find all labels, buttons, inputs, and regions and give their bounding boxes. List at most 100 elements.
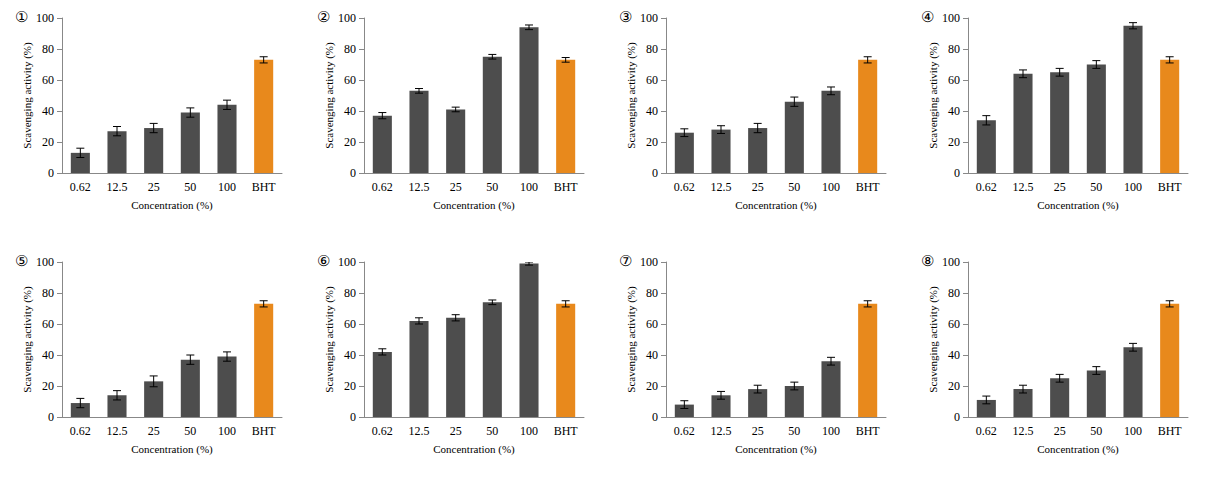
svg-text:60: 60 [646, 73, 658, 87]
svg-text:40: 40 [646, 104, 658, 118]
svg-text:0.62: 0.62 [976, 424, 997, 438]
svg-text:Scavenging activity (%): Scavenging activity (%) [21, 42, 34, 149]
svg-text:60: 60 [344, 73, 356, 87]
svg-text:50: 50 [486, 180, 498, 194]
svg-text:Scavenging activity (%): Scavenging activity (%) [21, 286, 34, 393]
svg-text:50: 50 [184, 424, 196, 438]
svg-text:50: 50 [1090, 424, 1102, 438]
svg-text:0.62: 0.62 [976, 180, 997, 194]
svg-text:20: 20 [948, 379, 960, 393]
svg-text:Concentration (%): Concentration (%) [735, 443, 817, 456]
svg-text:60: 60 [344, 317, 356, 331]
svg-text:50: 50 [788, 424, 800, 438]
svg-text:40: 40 [344, 348, 356, 362]
svg-text:20: 20 [646, 135, 658, 149]
svg-text:60: 60 [42, 317, 54, 331]
svg-text:20: 20 [42, 135, 54, 149]
svg-text:⑦: ⑦ [619, 253, 632, 269]
svg-text:0: 0 [652, 410, 658, 424]
svg-text:50: 50 [486, 424, 498, 438]
svg-text:25: 25 [752, 424, 764, 438]
svg-text:12.5: 12.5 [409, 180, 430, 194]
svg-text:100: 100 [942, 255, 960, 269]
svg-text:12.5: 12.5 [107, 424, 128, 438]
svg-text:80: 80 [42, 42, 54, 56]
svg-text:Concentration (%): Concentration (%) [433, 443, 515, 456]
svg-text:BHT: BHT [252, 180, 277, 194]
svg-text:100: 100 [338, 11, 356, 25]
svg-text:100: 100 [822, 180, 840, 194]
svg-text:BHT: BHT [554, 424, 579, 438]
svg-text:80: 80 [646, 42, 658, 56]
svg-text:Concentration (%): Concentration (%) [1037, 443, 1119, 456]
svg-text:20: 20 [42, 379, 54, 393]
svg-text:0: 0 [652, 166, 658, 180]
svg-text:0.62: 0.62 [674, 180, 695, 194]
svg-text:50: 50 [1090, 180, 1102, 194]
svg-text:Scavenging activity (%): Scavenging activity (%) [323, 286, 336, 393]
svg-text:Scavenging activity (%): Scavenging activity (%) [927, 286, 940, 393]
svg-text:100: 100 [36, 11, 54, 25]
svg-text:0: 0 [350, 166, 356, 180]
svg-text:③: ③ [619, 9, 632, 25]
svg-text:0: 0 [954, 410, 960, 424]
svg-text:80: 80 [948, 286, 960, 300]
svg-text:0: 0 [48, 166, 54, 180]
svg-text:100: 100 [942, 11, 960, 25]
svg-text:BHT: BHT [1158, 424, 1183, 438]
svg-text:20: 20 [948, 135, 960, 149]
svg-text:20: 20 [344, 135, 356, 149]
svg-text:50: 50 [184, 180, 196, 194]
svg-text:80: 80 [344, 286, 356, 300]
svg-text:Concentration (%): Concentration (%) [131, 199, 213, 212]
svg-text:40: 40 [344, 104, 356, 118]
svg-text:100: 100 [218, 424, 236, 438]
svg-text:Scavenging activity (%): Scavenging activity (%) [625, 286, 638, 393]
svg-text:60: 60 [646, 317, 658, 331]
svg-text:12.5: 12.5 [107, 180, 128, 194]
svg-text:BHT: BHT [856, 180, 881, 194]
svg-text:0.62: 0.62 [70, 180, 91, 194]
svg-text:②: ② [317, 9, 330, 25]
svg-text:0.62: 0.62 [372, 180, 393, 194]
svg-text:BHT: BHT [554, 180, 579, 194]
svg-text:BHT: BHT [252, 424, 277, 438]
svg-text:0: 0 [954, 166, 960, 180]
svg-text:60: 60 [42, 73, 54, 87]
svg-text:12.5: 12.5 [1013, 180, 1034, 194]
svg-text:60: 60 [948, 73, 960, 87]
svg-text:①: ① [15, 9, 28, 25]
svg-text:25: 25 [450, 180, 462, 194]
svg-text:Concentration (%): Concentration (%) [735, 199, 817, 212]
svg-text:0.62: 0.62 [674, 424, 695, 438]
svg-text:100: 100 [1124, 424, 1142, 438]
svg-text:100: 100 [520, 180, 538, 194]
svg-text:100: 100 [338, 255, 356, 269]
svg-text:20: 20 [646, 379, 658, 393]
svg-text:40: 40 [42, 104, 54, 118]
svg-text:12.5: 12.5 [711, 180, 732, 194]
svg-text:60: 60 [948, 317, 960, 331]
svg-text:BHT: BHT [1158, 180, 1183, 194]
svg-text:BHT: BHT [856, 424, 881, 438]
svg-text:40: 40 [948, 348, 960, 362]
svg-text:12.5: 12.5 [711, 424, 732, 438]
svg-text:Scavenging activity (%): Scavenging activity (%) [927, 42, 940, 149]
svg-text:100: 100 [520, 424, 538, 438]
svg-text:80: 80 [42, 286, 54, 300]
svg-text:80: 80 [646, 286, 658, 300]
svg-text:0.62: 0.62 [70, 424, 91, 438]
svg-text:50: 50 [788, 180, 800, 194]
svg-text:⑧: ⑧ [921, 253, 934, 269]
svg-text:Concentration (%): Concentration (%) [131, 443, 213, 456]
svg-text:Scavenging activity (%): Scavenging activity (%) [625, 42, 638, 149]
svg-text:100: 100 [1124, 180, 1142, 194]
svg-text:25: 25 [148, 424, 160, 438]
svg-text:12.5: 12.5 [1013, 424, 1034, 438]
svg-text:0: 0 [48, 410, 54, 424]
svg-text:80: 80 [948, 42, 960, 56]
svg-text:12.5: 12.5 [409, 424, 430, 438]
svg-text:40: 40 [42, 348, 54, 362]
svg-text:100: 100 [36, 255, 54, 269]
svg-text:④: ④ [921, 9, 934, 25]
